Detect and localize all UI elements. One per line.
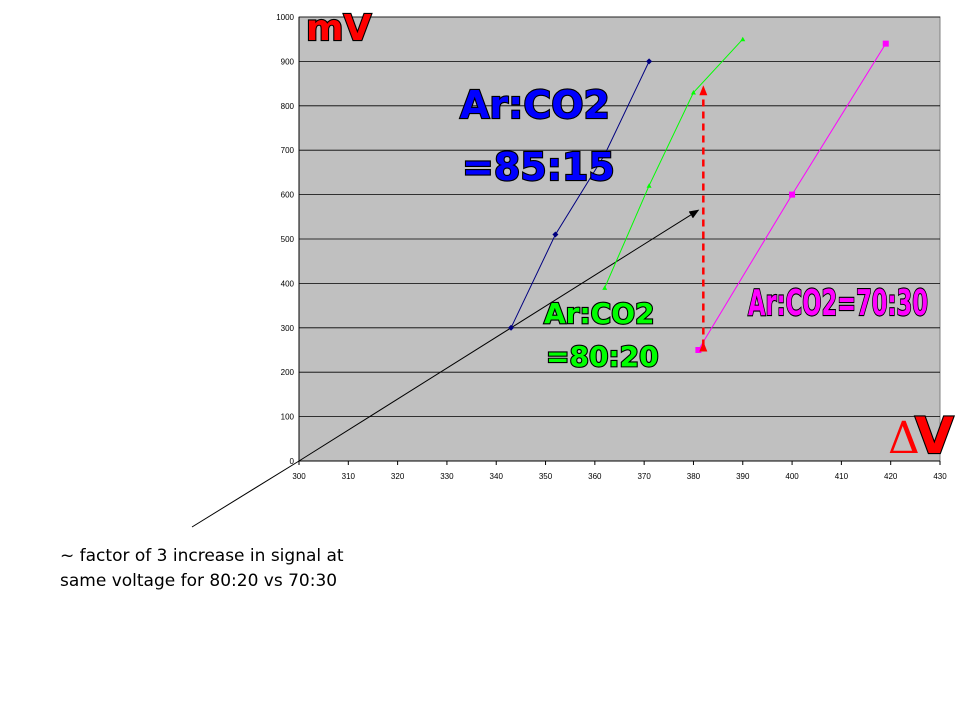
- x-tick-label: 410: [835, 472, 849, 481]
- label-85-15-line1: Ar:CO2: [460, 83, 610, 127]
- note-text: ~ factor of 3 increase in signal at same…: [60, 546, 344, 591]
- data-point: [602, 285, 608, 290]
- x-unit-v: V: [915, 407, 954, 465]
- extrapolation-line: [298, 209, 700, 462]
- label-80-20-line2: =80:20: [546, 340, 659, 373]
- y-tick-label: 400: [281, 279, 295, 288]
- data-point: [646, 58, 653, 65]
- y-tick-label: 1000: [276, 13, 294, 22]
- x-tick-label: 400: [785, 472, 799, 481]
- y-tick-label: 900: [281, 57, 295, 66]
- x-tick-label: 340: [490, 472, 504, 481]
- y-tick-label: 0: [290, 457, 295, 466]
- label-85-15-line2: =85:15: [462, 145, 615, 189]
- x-tick-label: 360: [588, 472, 602, 481]
- data-point: [740, 36, 746, 42]
- y-tick-label: 600: [281, 191, 295, 200]
- series-line-0: [510, 61, 650, 329]
- series-line-1: [604, 38, 744, 289]
- x-tick-label: 370: [637, 472, 651, 481]
- x-tick-label: 300: [292, 472, 306, 481]
- label-80-20-line1: Ar:CO2: [544, 297, 655, 330]
- label-70-30: Ar:CO2=70:30: [748, 283, 928, 324]
- y-tick-label: 200: [281, 368, 295, 377]
- data-point: [690, 89, 696, 95]
- y-tick-label: 100: [281, 413, 295, 422]
- x-tick-label: 420: [884, 472, 898, 481]
- axes: [298, 17, 940, 462]
- data-point: [601, 151, 608, 158]
- x-tick-label: 330: [440, 472, 454, 481]
- y-tick-labels: 0 100 200 300 400 500 600 700 800 900 1000: [276, 13, 294, 466]
- x-tick-label: 310: [342, 472, 356, 481]
- note-pointer-line: [191, 460, 300, 528]
- x-tick-label: 430: [933, 472, 947, 481]
- y-tick-label: 700: [281, 146, 295, 155]
- x-tick-label: 390: [736, 472, 750, 481]
- y-unit-label: mV: [306, 8, 372, 49]
- x-unit-delta: Δ: [888, 413, 920, 464]
- data-point: [646, 183, 652, 188]
- y-tick-label: 500: [281, 235, 295, 244]
- data-point: [695, 347, 702, 353]
- x-tick-labels: 300 310 320 330 340 350 360 370 380 390 400 410 420 4…: [292, 461, 947, 481]
- data-point: [789, 191, 796, 198]
- y-tick-label: 800: [281, 102, 295, 111]
- x-tick-label: 380: [687, 472, 701, 481]
- series-group: [508, 36, 889, 353]
- x-tick-label: 350: [539, 472, 553, 481]
- data-point: [508, 324, 515, 331]
- gridlines: [299, 16, 940, 418]
- x-tick-label: 320: [391, 472, 405, 481]
- data-point: [552, 231, 559, 238]
- data-point: [882, 40, 889, 47]
- y-tick-label: 300: [281, 324, 295, 333]
